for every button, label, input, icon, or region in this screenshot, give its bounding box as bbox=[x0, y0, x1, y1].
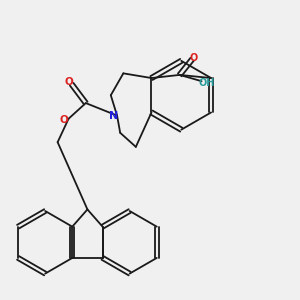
Text: N: N bbox=[109, 111, 118, 121]
Text: O: O bbox=[64, 77, 73, 87]
Text: O: O bbox=[190, 53, 198, 63]
Text: O: O bbox=[59, 115, 68, 125]
Text: OH: OH bbox=[199, 78, 215, 88]
